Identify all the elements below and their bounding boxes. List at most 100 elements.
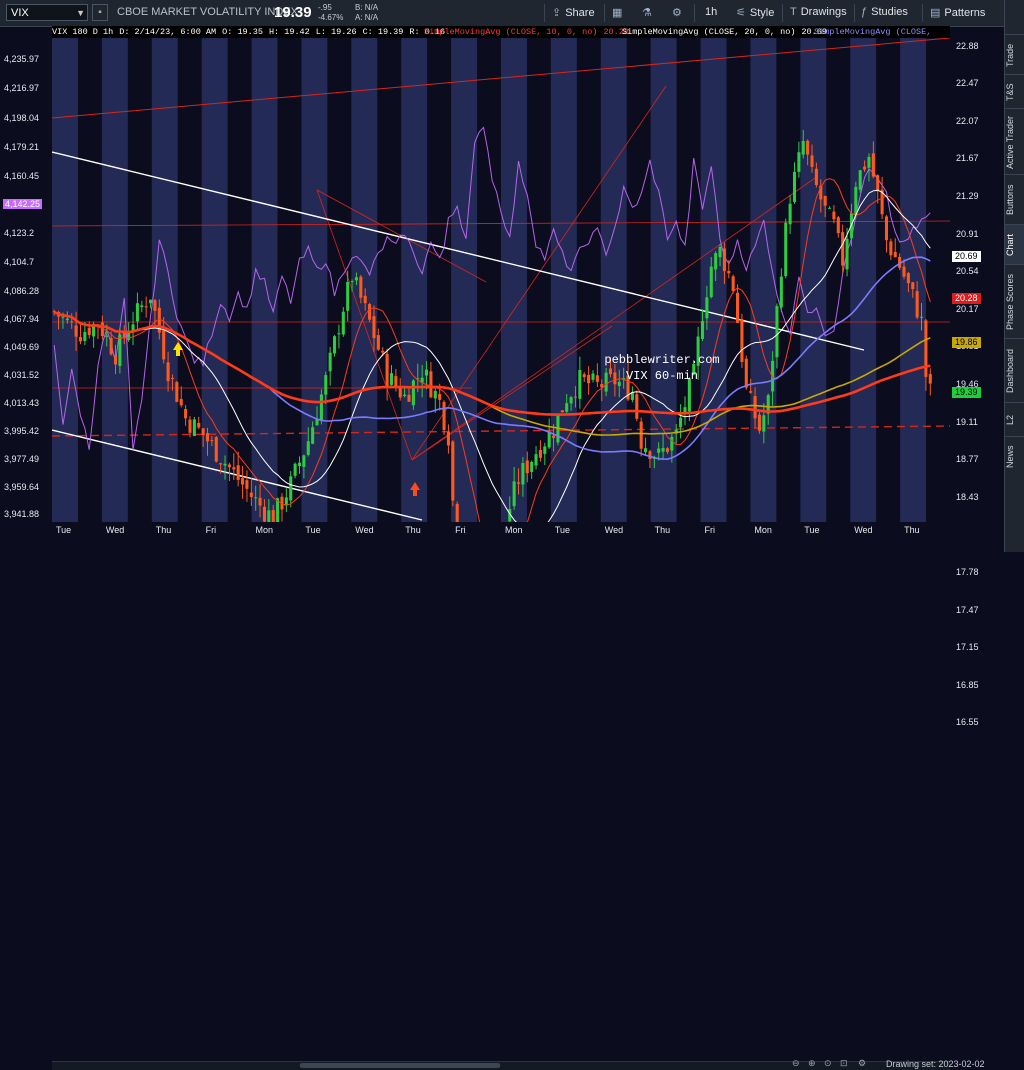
trend-line-upper-channel: [52, 38, 950, 119]
price-chart[interactable]: pebblewriter.com VIX 60-min: [52, 38, 950, 522]
left-axis-tick: 3,959.64: [4, 481, 40, 492]
candle-body: [376, 335, 380, 350]
x-axis-tick: Tue: [55, 525, 72, 535]
candle-body: [521, 463, 525, 485]
x-axis-tick: Wed: [105, 525, 125, 535]
left-axis-tick: 4,104.7: [4, 257, 35, 268]
left-axis-tick: 4,216.97: [4, 83, 40, 94]
candle-body: [858, 170, 862, 190]
link-icon[interactable]: ▪: [92, 4, 108, 21]
study-sma-third: SimpleMovingAvg (CLOSE,: [814, 26, 937, 38]
candle-body: [753, 396, 757, 419]
session-band: [900, 38, 927, 522]
bid: B: N/A: [355, 3, 379, 12]
right-axis-tick: 17.78: [956, 566, 979, 577]
left-axis-tick: 4,013.43: [4, 398, 40, 409]
patterns-icon: ▤: [930, 7, 941, 19]
candle-body: [451, 441, 455, 501]
zoom-out-icon[interactable]: ⊖: [792, 1058, 800, 1068]
price-badge: 19.39: [952, 386, 981, 398]
candle-body: [385, 353, 389, 386]
candle-body: [223, 463, 227, 466]
candle-body: [78, 337, 83, 342]
candle-body: [801, 141, 805, 155]
layout-button[interactable]: ▦: [612, 6, 626, 19]
candle-body: [346, 282, 350, 311]
candle-body: [197, 422, 201, 428]
session-band: [850, 38, 877, 522]
candle-body: [775, 306, 779, 358]
settings-button[interactable]: ⚙: [672, 6, 686, 19]
candle-body: [407, 394, 411, 402]
candle-body: [61, 316, 65, 318]
candle-body: [740, 319, 744, 362]
style-button[interactable]: ⚟ Style: [736, 6, 774, 19]
candle-body: [736, 292, 740, 323]
candle-body: [788, 203, 792, 225]
candle-body: [70, 321, 74, 323]
session-band: [550, 38, 577, 522]
tab-trade[interactable]: Trade: [1005, 34, 1024, 75]
session-band: [501, 38, 527, 522]
candle-body: [534, 454, 538, 466]
candle-body: [354, 277, 358, 281]
candle-body: [863, 166, 867, 170]
up-arrow-yellow: [173, 342, 183, 356]
candle-body: [201, 428, 205, 436]
right-axis-tick: 20.91: [956, 228, 979, 239]
candle-body: [819, 185, 823, 200]
watermark-text: VIX 60-min: [626, 369, 698, 383]
x-axis-tick: Tue: [804, 525, 820, 535]
tab-time-and-sales[interactable]: T&S: [1005, 74, 1024, 109]
right-axis-tick: 20.17: [956, 303, 979, 314]
symbol-input[interactable]: VIX ▼: [6, 4, 88, 21]
study-sma20: SimpleMovingAvg (CLOSE, 20, 0, no) 20.69: [622, 26, 833, 38]
pencil-icon: T: [790, 6, 797, 18]
candle-body: [552, 435, 556, 439]
tab-active-trader[interactable]: Active Trader: [1005, 108, 1024, 175]
candle-body: [113, 355, 118, 365]
right-axis-tick: 18.77: [956, 454, 979, 465]
tab-phase-scores[interactable]: Phase Scores: [1005, 264, 1024, 339]
study-sma10-label: SimpleMovingAvg (CLOSE, 10, 0, no): [424, 27, 598, 37]
chart-settings-icon[interactable]: ⚙: [858, 1058, 867, 1068]
ask: A: N/A: [355, 13, 379, 22]
trend-line-falling: [316, 189, 413, 461]
symbol-value: VIX: [11, 7, 29, 19]
tab-buttons[interactable]: Buttons: [1005, 174, 1024, 225]
chevron-down-icon[interactable]: ▼: [76, 8, 85, 18]
candle-body: [797, 152, 801, 172]
tab-level2[interactable]: L2: [1005, 402, 1024, 437]
share-button[interactable]: ⇪ Share: [552, 6, 595, 19]
timeframe-button[interactable]: 1h: [705, 6, 717, 18]
candle-body: [227, 464, 231, 468]
zoom-in-icon[interactable]: ⊕: [808, 1058, 816, 1068]
candle-body: [293, 463, 297, 476]
candle-body: [915, 291, 919, 318]
candle-body: [657, 448, 661, 453]
candle-body: [403, 394, 407, 397]
x-axis-tick: Fri: [205, 525, 217, 535]
studies-button[interactable]: ƒ Studies: [861, 6, 908, 18]
candle-body: [530, 461, 534, 472]
scrollbar-thumb[interactable]: [300, 1063, 500, 1068]
candle-body: [175, 382, 179, 402]
candle-body: [254, 497, 258, 499]
zoom-fit-icon[interactable]: ⊡: [840, 1058, 848, 1068]
drawings-button[interactable]: T Drawings: [790, 6, 847, 18]
zoom-reset-icon[interactable]: ⊙: [824, 1058, 832, 1068]
candle-body: [311, 427, 315, 444]
candle-body: [779, 276, 783, 308]
tab-news[interactable]: News: [1005, 436, 1024, 477]
flask-button[interactable]: ⚗: [642, 6, 656, 19]
tab-dashboard[interactable]: Dashboard: [1005, 338, 1024, 403]
candle-body: [718, 246, 722, 258]
candle-body: [604, 372, 608, 392]
patterns-button[interactable]: ▤ Patterns: [930, 6, 985, 19]
candle-body: [766, 395, 770, 414]
candle-body: [446, 432, 450, 446]
left-axis-tick: 4,067.94: [4, 314, 40, 324]
candle-body: [928, 374, 932, 384]
tab-chart[interactable]: Chart: [1005, 224, 1024, 265]
x-axis-tick: Thu: [155, 525, 172, 535]
